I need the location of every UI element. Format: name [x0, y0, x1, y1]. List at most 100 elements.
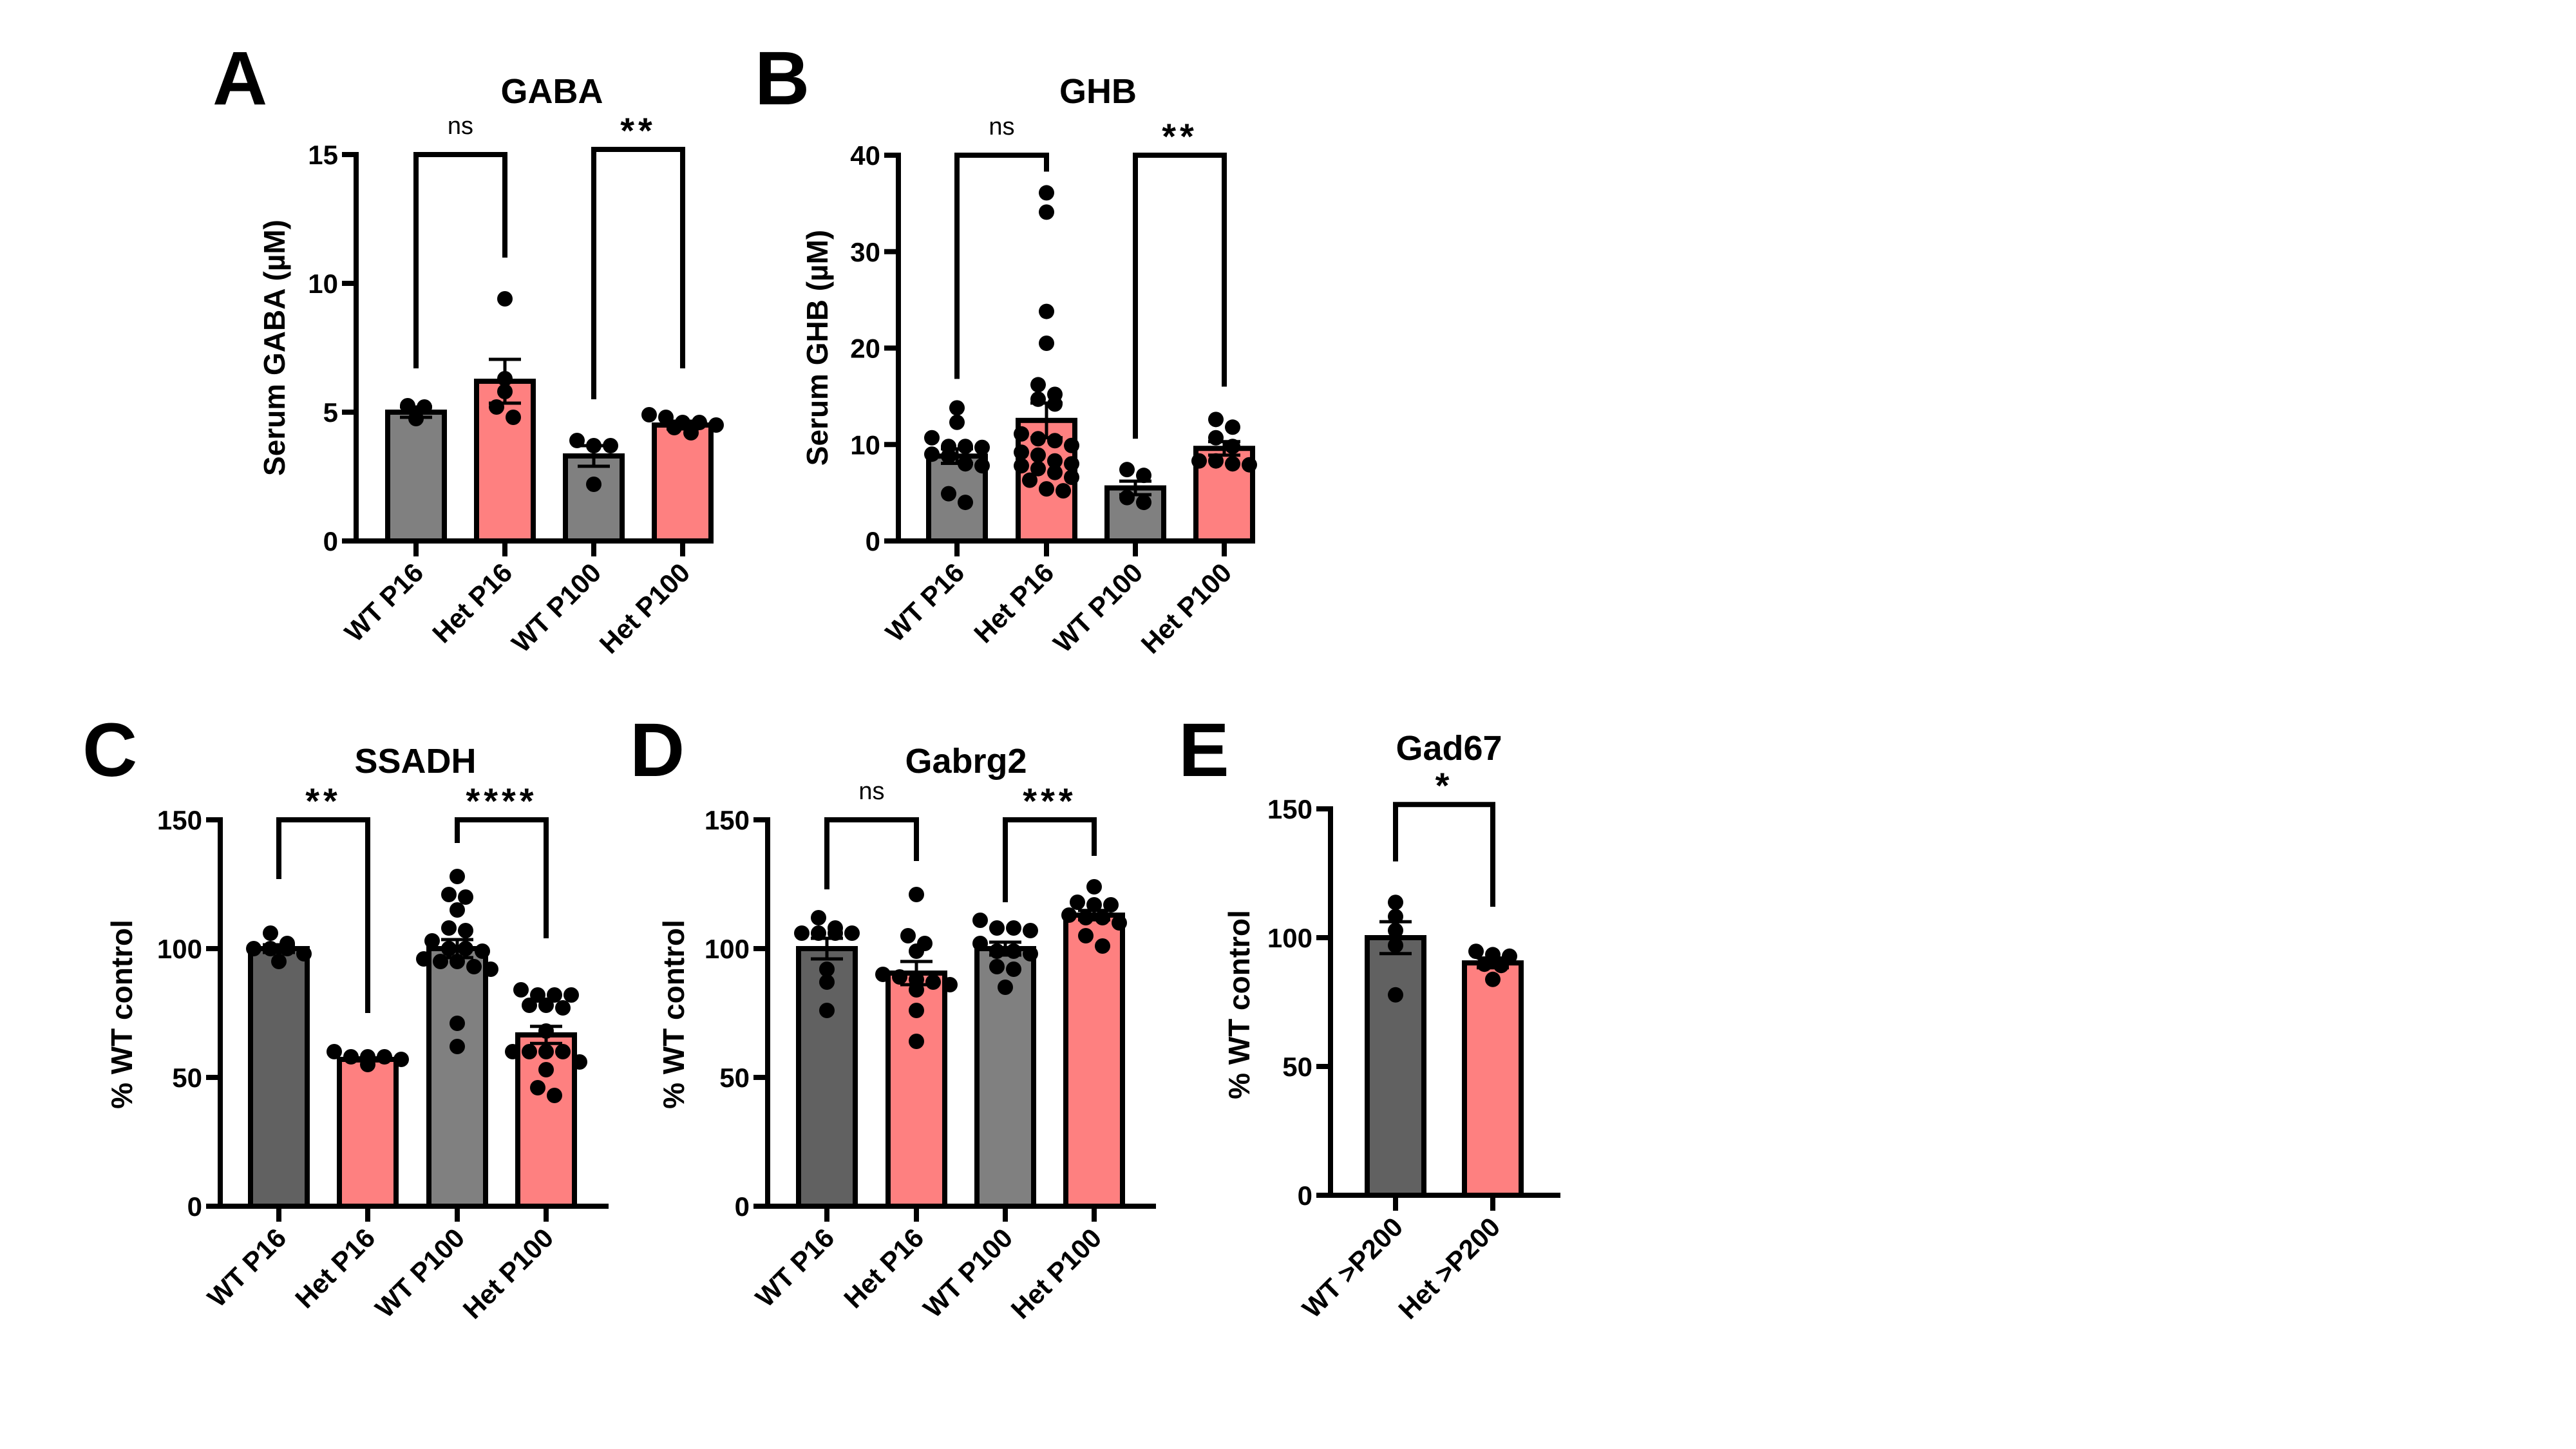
- data-point: [475, 943, 490, 959]
- data-point: [555, 1044, 571, 1059]
- data-point: [450, 1016, 465, 1031]
- data-point: [603, 438, 618, 453]
- data-point: [458, 923, 473, 938]
- data-point: [564, 987, 579, 1003]
- significance-label: ***: [1023, 781, 1076, 821]
- data-point: [538, 1044, 554, 1059]
- data-point: [924, 446, 940, 462]
- data-point: [844, 925, 860, 941]
- significance-bracket: [455, 817, 549, 938]
- data-point: [246, 941, 261, 956]
- data-point: [1208, 453, 1224, 469]
- data-point: [1136, 495, 1151, 511]
- panel-letter-c: C: [82, 708, 137, 793]
- data-point: [466, 959, 482, 974]
- data-point: [794, 925, 810, 941]
- y-tick-label: 0: [1298, 1180, 1312, 1211]
- significance-bracket: [276, 817, 370, 1013]
- data-point: [1078, 910, 1094, 925]
- significance-e: *: [1393, 765, 1495, 907]
- data-point: [1095, 910, 1110, 925]
- data-point: [1225, 456, 1240, 472]
- y-tick-label: 15: [308, 140, 338, 170]
- data-point: [1136, 468, 1151, 484]
- y-tick-label: 50: [172, 1063, 202, 1093]
- panel-letter-e: E: [1179, 708, 1229, 793]
- data-point: [1014, 458, 1029, 474]
- data-point: [1056, 483, 1071, 499]
- bar-het-p200: [1462, 960, 1524, 1198]
- data-point: [1047, 453, 1063, 469]
- data-point: [458, 941, 473, 956]
- y-axis-label-d: % WT control: [657, 920, 690, 1109]
- data-point: [972, 913, 988, 928]
- data-point: [522, 1044, 537, 1059]
- data-point: [924, 430, 940, 446]
- data-point: [1225, 419, 1240, 435]
- data-point: [1208, 412, 1224, 428]
- y-tick-label: 20: [850, 334, 880, 364]
- bar-het-p100: [652, 422, 714, 544]
- data-point: [1006, 961, 1021, 977]
- data-point: [1468, 943, 1484, 960]
- significance-label: **: [620, 110, 656, 151]
- data-point: [547, 1088, 562, 1103]
- error-bars-e: [1379, 920, 1509, 970]
- points-d: [794, 879, 1127, 1049]
- points-b: [924, 185, 1257, 511]
- data-point: [547, 987, 562, 1003]
- data-point: [692, 415, 707, 430]
- data-point: [1030, 460, 1046, 477]
- significance-label: **: [305, 781, 341, 821]
- data-point: [972, 936, 988, 951]
- data-point: [450, 869, 465, 884]
- data-point: [506, 410, 521, 425]
- y-tick-label: 5: [323, 397, 338, 428]
- data-point: [949, 414, 965, 430]
- data-point: [555, 1000, 571, 1016]
- data-point: [941, 486, 956, 502]
- data-point: [909, 1003, 924, 1018]
- data-point: [998, 980, 1013, 995]
- data-point: [1119, 489, 1135, 506]
- data-point: [441, 941, 457, 956]
- data-point: [393, 1052, 409, 1067]
- y-axis-label-a: Serum GABA (µM): [258, 220, 291, 476]
- y-tick-label: 0: [735, 1191, 750, 1222]
- data-point: [1061, 907, 1077, 923]
- data-point: [586, 477, 601, 492]
- panel-letter-b: B: [755, 36, 810, 121]
- bar-het-p100: [1063, 913, 1125, 1209]
- data-point: [1095, 938, 1110, 954]
- chart-title-ssadh: SSADH: [354, 742, 476, 781]
- data-point: [1119, 462, 1135, 478]
- bar-wt-p200: [1365, 935, 1426, 1198]
- significance-label: ns: [448, 113, 473, 140]
- data-point: [958, 495, 973, 511]
- data-point: [1078, 928, 1094, 943]
- y-tick-label: 50: [719, 1063, 750, 1093]
- panel-letter-d: D: [630, 708, 685, 793]
- significance-label: **: [1162, 116, 1198, 156]
- bar-wt-p100: [426, 946, 488, 1209]
- y-tick-label: 150: [1267, 794, 1312, 824]
- y-tick-label: 10: [308, 269, 338, 299]
- data-point: [1006, 920, 1021, 936]
- data-point: [708, 417, 724, 433]
- data-point: [1064, 456, 1079, 472]
- data-point: [497, 291, 513, 307]
- significance-label: *: [1435, 765, 1454, 806]
- data-point: [296, 946, 312, 961]
- data-point: [941, 448, 956, 464]
- significance-bracket: [591, 147, 685, 399]
- data-point: [1103, 897, 1119, 913]
- axes-d: [753, 817, 1156, 1222]
- y-axis-label-e: % WT control: [1222, 910, 1256, 1099]
- data-point: [538, 998, 554, 1013]
- data-point: [424, 933, 440, 949]
- data-point: [1086, 879, 1102, 895]
- data-point: [1064, 437, 1079, 453]
- y-axis-label-c: % WT control: [105, 920, 138, 1109]
- data-point: [1014, 444, 1029, 460]
- data-point: [974, 439, 990, 455]
